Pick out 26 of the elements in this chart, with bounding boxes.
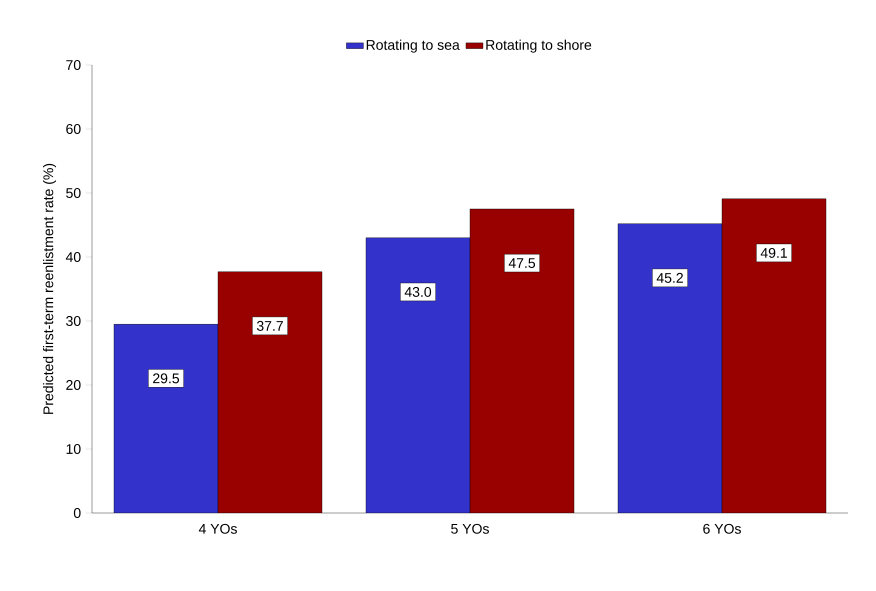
data-label: 49.1 — [760, 248, 787, 258]
bar — [114, 324, 218, 513]
y-tick-label: 60 — [66, 124, 81, 134]
bar — [366, 238, 470, 513]
x-tick-label: 4 YOs — [198, 524, 237, 534]
bar — [722, 198, 826, 513]
y-tick-label: 50 — [66, 188, 81, 198]
y-tick-label: 0 — [74, 508, 81, 518]
y-tick-label: 30 — [66, 316, 81, 326]
data-label: 37.7 — [256, 320, 283, 331]
data-label: 43.0 — [404, 286, 432, 297]
y-tick-label: 10 — [66, 444, 81, 454]
data-label: 29.5 — [153, 373, 180, 384]
bar — [470, 208, 574, 513]
bar — [618, 224, 722, 513]
y-tick-label: 70 — [66, 60, 81, 70]
x-tick-label: 6 YOs — [703, 524, 741, 534]
data-label: 47.5 — [508, 258, 536, 268]
data-label: 45.2 — [656, 272, 683, 283]
legend-label: Rotating to sea — [366, 40, 460, 53]
x-tick-label: 5 YOs — [451, 524, 489, 534]
y-tick-label: 20 — [66, 380, 81, 390]
y-axis-title: Predicted first-term reenlistment rate (%) — [42, 164, 56, 414]
y-tick-label: 40 — [66, 252, 81, 262]
legend-label: Rotating to shore — [486, 40, 592, 53]
bar — [218, 272, 322, 513]
